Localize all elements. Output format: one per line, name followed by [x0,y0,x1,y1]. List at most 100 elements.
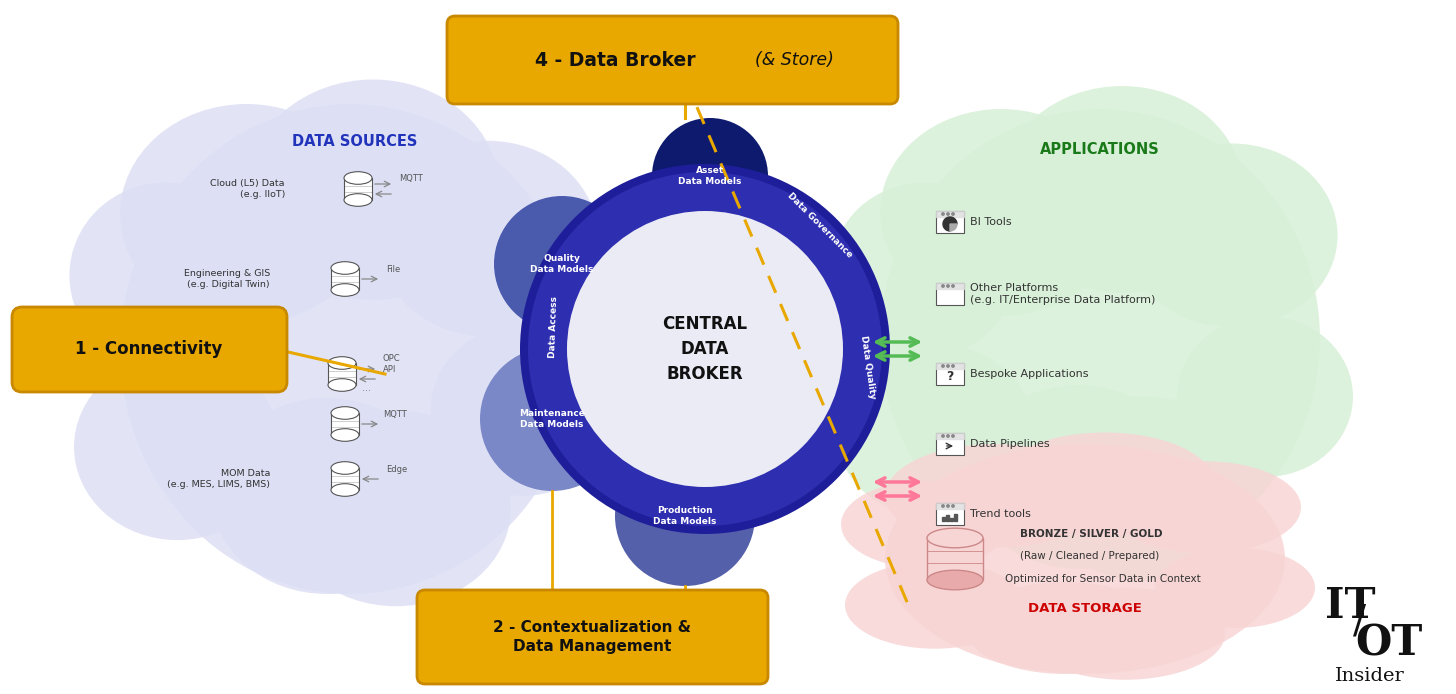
Ellipse shape [331,462,360,474]
Ellipse shape [885,444,1105,548]
Circle shape [942,505,943,507]
Text: 4 - Data Broker: 4 - Data Broker [534,51,702,69]
Bar [927,538,983,580]
Ellipse shape [331,262,360,274]
Bar [331,268,360,290]
FancyBboxPatch shape [416,590,767,684]
Ellipse shape [994,432,1214,536]
Ellipse shape [844,561,1025,649]
Text: 2 - Contextualization &
Data Management: 2 - Contextualization & Data Management [494,620,692,654]
Circle shape [952,435,954,437]
FancyBboxPatch shape [936,363,964,385]
Text: MQTT: MQTT [383,409,406,418]
Circle shape [480,347,625,491]
Ellipse shape [968,385,1188,569]
Circle shape [952,505,954,507]
Text: Bespoke Applications: Bespoke Applications [970,369,1089,379]
Bar [331,413,360,435]
Ellipse shape [377,141,598,337]
Ellipse shape [431,325,614,496]
Circle shape [952,285,954,287]
Text: Production
Data Models: Production Data Models [654,506,716,526]
Text: Cloud (L5) Data
(e.g. IIoT): Cloud (L5) Data (e.g. IIoT) [211,179,285,199]
Text: DATA SOURCES: DATA SOURCES [293,135,418,149]
Ellipse shape [331,407,360,419]
Circle shape [952,213,954,215]
Text: Other Platforms
(e.g. IT/Enterprise Data Platform): Other Platforms (e.g. IT/Enterprise Data… [970,282,1156,305]
Ellipse shape [927,528,983,548]
Text: Trend tools: Trend tools [970,509,1031,519]
Ellipse shape [879,109,1321,569]
Text: Data Quality: Data Quality [859,335,877,400]
Ellipse shape [965,582,1165,674]
Text: File: File [386,264,400,273]
Text: Quality
Data Models: Quality Data Models [530,254,594,274]
Circle shape [946,285,949,287]
Text: APPLICATIONS: APPLICATIONS [1040,142,1160,157]
Bar [951,518,954,521]
Ellipse shape [1034,396,1254,580]
Ellipse shape [119,104,373,325]
Wedge shape [943,217,957,231]
Ellipse shape [74,354,281,540]
Text: DATA STORAGE: DATA STORAGE [1028,602,1142,616]
Circle shape [566,211,843,487]
FancyBboxPatch shape [447,16,898,104]
Circle shape [946,365,949,367]
Circle shape [494,196,630,332]
Circle shape [614,446,756,586]
Bar [946,515,949,521]
Bar [328,363,357,385]
Ellipse shape [331,429,360,441]
Circle shape [942,365,943,367]
FancyBboxPatch shape [936,211,964,233]
Circle shape [942,213,943,215]
Circle shape [942,285,943,287]
Text: Optimized for Sensor Data in Context: Optimized for Sensor Data in Context [1005,574,1201,584]
Ellipse shape [831,183,1016,357]
Bar [344,178,371,200]
Text: (Raw / Cleaned / Prepared): (Raw / Cleaned / Prepared) [1021,551,1159,561]
Ellipse shape [927,570,983,590]
Text: Insider: Insider [1335,667,1405,685]
FancyBboxPatch shape [12,307,287,392]
Text: Engineering & GIS
(e.g. Digital Twin): Engineering & GIS (e.g. Digital Twin) [183,269,269,289]
Ellipse shape [119,104,579,594]
Ellipse shape [885,444,1286,674]
Text: BRONZE / SILVER / GOLD: BRONZE / SILVER / GOLD [1021,529,1162,539]
Text: MOM Data
(e.g. MES, LIMS, BMS): MOM Data (e.g. MES, LIMS, BMS) [167,469,269,489]
Text: BI Tools: BI Tools [970,217,1012,227]
Text: Local Time Series
Data Sources
(e.g. SCADA / PLC): Local Time Series Data Sources (e.g. SCA… [167,358,255,389]
Ellipse shape [1109,462,1302,553]
Ellipse shape [281,410,511,607]
Ellipse shape [331,284,360,296]
Circle shape [952,365,954,367]
Wedge shape [949,224,957,231]
Bar [942,517,945,521]
Circle shape [652,118,767,234]
Text: Asset
Data Models: Asset Data Models [678,166,741,186]
Text: OPC
API: OPC API [383,355,400,373]
Text: 1 - Connectivity: 1 - Connectivity [76,341,223,359]
Circle shape [946,213,949,215]
Circle shape [946,505,949,507]
Ellipse shape [328,357,357,369]
Ellipse shape [1025,588,1224,679]
Text: IT: IT [1325,585,1376,627]
Ellipse shape [842,481,1009,568]
Text: ?: ? [946,369,954,382]
Ellipse shape [344,171,371,185]
Ellipse shape [331,484,360,496]
Circle shape [529,172,882,526]
Ellipse shape [70,183,262,369]
Ellipse shape [1176,316,1353,477]
Circle shape [942,435,943,437]
Ellipse shape [1155,548,1315,628]
Ellipse shape [1127,144,1338,328]
FancyBboxPatch shape [936,503,964,525]
Text: Maintenance
Data Models: Maintenance Data Models [518,409,585,429]
Text: ...: ... [363,383,371,393]
Text: MQTT: MQTT [399,174,422,183]
Text: Data Governance: Data Governance [785,191,855,260]
Ellipse shape [328,379,357,391]
